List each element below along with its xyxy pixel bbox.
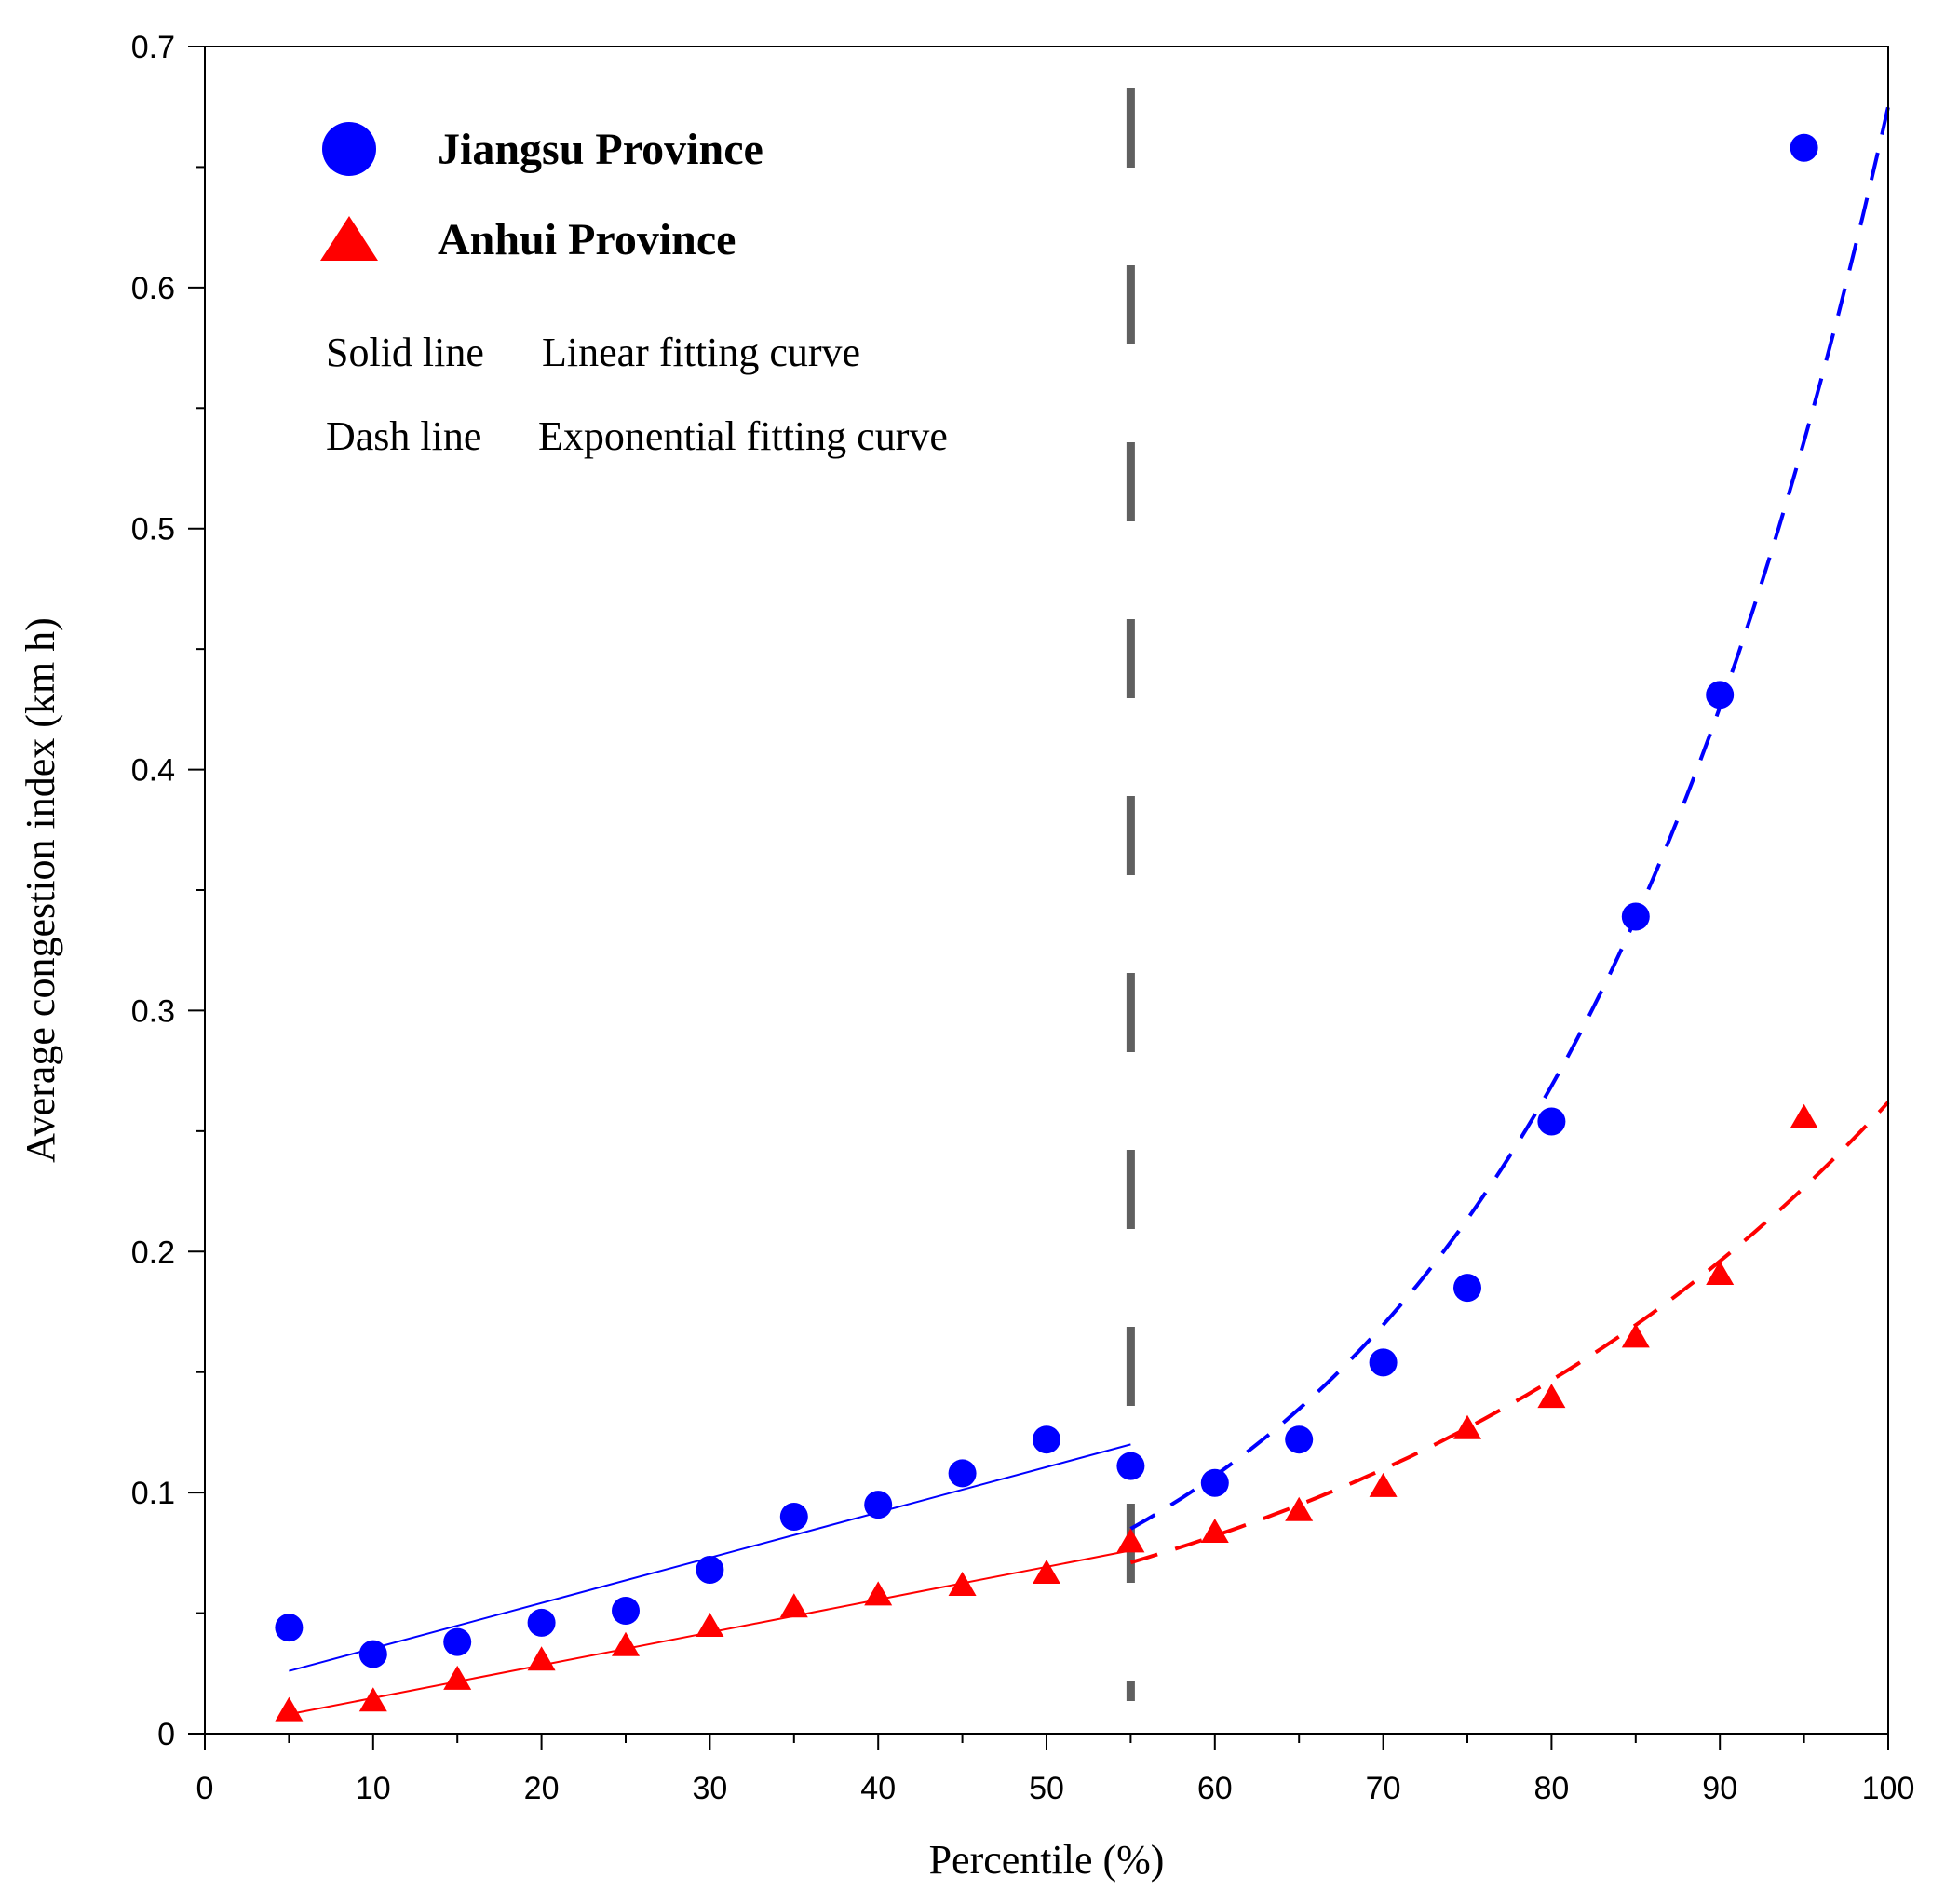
point-jiangsu-province	[1453, 1274, 1481, 1303]
point-jiangsu-province	[612, 1596, 640, 1625]
point-jiangsu-province	[1200, 1468, 1229, 1497]
x-tick-label: 80	[1533, 1771, 1569, 1806]
legend-note-dash-value: Exponential fitting curve	[538, 413, 948, 459]
point-jiangsu-province	[1033, 1425, 1060, 1454]
point-anhui-province	[612, 1631, 640, 1656]
x-tick-label: 40	[860, 1771, 896, 1806]
y-tick-label: 0.2	[131, 1235, 175, 1270]
point-jiangsu-province	[864, 1491, 893, 1519]
legend-note-dash-key: Dash line	[326, 413, 481, 459]
tick-labels: 0 10 20 30 40 50 60 70 80 90 100 0 0.1 0.2 0.3 0.4 0.5 0.…	[131, 30, 1915, 1806]
legend-marker-anhui	[320, 216, 378, 261]
x-tick-label: 0	[196, 1771, 214, 1806]
exp-fit-jiangsu-province	[1129, 106, 1890, 1531]
point-jiangsu-province	[1706, 681, 1735, 709]
point-anhui-province	[864, 1581, 893, 1606]
x-tick-label: 70	[1366, 1771, 1401, 1806]
point-anhui-province	[1285, 1496, 1314, 1521]
legend-label-jiangsu: Jiangsu Province	[438, 125, 763, 174]
exp-fit-anhui-province	[1129, 1101, 1890, 1565]
x-axis-title: Percentile (%)	[929, 1837, 1165, 1883]
y-tick-label: 0.7	[131, 30, 175, 65]
point-jiangsu-province	[443, 1627, 472, 1656]
y-axis-title: Average congestion index (km h)	[18, 617, 63, 1163]
point-anhui-province	[1537, 1384, 1566, 1409]
point-anhui-province	[1790, 1103, 1818, 1128]
point-anhui-province	[1116, 1528, 1145, 1553]
point-jiangsu-province	[1285, 1425, 1314, 1454]
x-tick-label: 20	[524, 1771, 560, 1806]
x-tick-label: 10	[356, 1771, 391, 1806]
legend-note-solid-value: Linear fitting curve	[542, 330, 860, 375]
y-tick-label: 0.5	[131, 512, 175, 547]
point-anhui-province	[1706, 1261, 1735, 1286]
x-tick-label: 30	[692, 1771, 727, 1806]
point-jiangsu-province	[358, 1640, 387, 1668]
point-jiangsu-province	[1116, 1452, 1145, 1480]
y-tick-label: 0	[157, 1717, 175, 1752]
point-anhui-province	[1621, 1323, 1650, 1348]
point-jiangsu-province	[1369, 1348, 1398, 1377]
point-anhui-province	[358, 1687, 387, 1712]
point-anhui-province	[696, 1612, 724, 1637]
point-jiangsu-province	[527, 1608, 556, 1637]
point-jiangsu-province	[1790, 133, 1818, 162]
point-jiangsu-province	[275, 1614, 304, 1642]
point-anhui-province	[1369, 1472, 1398, 1497]
legend-label-anhui: Anhui Province	[438, 215, 736, 264]
data-points	[275, 133, 1818, 1722]
point-jiangsu-province	[1621, 902, 1650, 931]
y-tick-label: 0.6	[131, 271, 175, 306]
y-tick-label: 0.1	[131, 1476, 175, 1511]
point-jiangsu-province	[948, 1459, 977, 1488]
legend: Jiangsu Province Anhui Province Solid li…	[320, 122, 948, 459]
y-tick-label: 0.4	[131, 753, 175, 789]
x-tick-label: 50	[1029, 1771, 1064, 1806]
x-tick-label: 100	[1862, 1771, 1915, 1806]
point-anhui-province	[948, 1571, 977, 1596]
point-jiangsu-province	[1537, 1107, 1566, 1136]
point-anhui-province	[1453, 1414, 1481, 1439]
axis-ticks	[188, 46, 1889, 1750]
point-anhui-province	[275, 1696, 304, 1722]
y-tick-label: 0.3	[131, 993, 175, 1029]
point-jiangsu-province	[696, 1555, 724, 1584]
legend-marker-jiangsu	[322, 122, 376, 176]
x-tick-label: 60	[1197, 1771, 1233, 1806]
point-anhui-province	[443, 1665, 472, 1690]
point-anhui-province	[1033, 1560, 1060, 1585]
x-tick-label: 90	[1702, 1771, 1737, 1806]
point-anhui-province	[779, 1593, 808, 1618]
point-jiangsu-province	[779, 1503, 808, 1532]
legend-note-solid-key: Solid line	[326, 330, 484, 375]
point-anhui-province	[527, 1646, 556, 1671]
plot-frame	[204, 46, 1889, 1735]
point-anhui-province	[1200, 1519, 1229, 1544]
